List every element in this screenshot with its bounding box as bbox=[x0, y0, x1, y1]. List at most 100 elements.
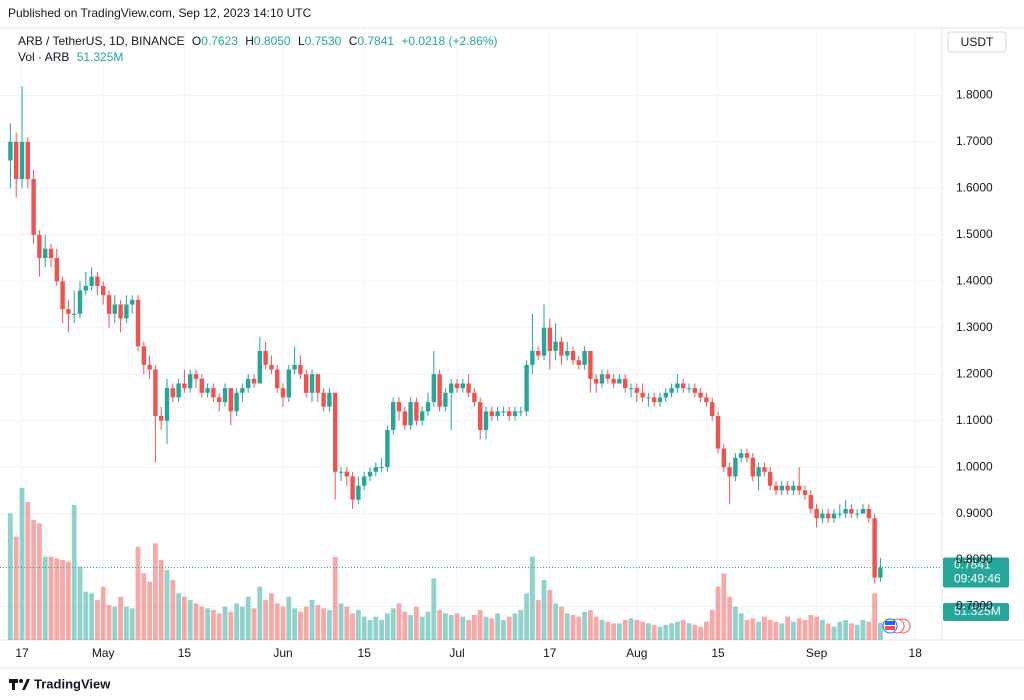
candle-body bbox=[14, 141, 19, 180]
volume-bar bbox=[60, 560, 65, 640]
o-value: 0.7623 bbox=[201, 34, 238, 48]
grid bbox=[0, 28, 942, 640]
candle-body bbox=[483, 411, 489, 430]
volume-bar bbox=[704, 621, 709, 640]
volume-label-bg bbox=[943, 603, 1009, 621]
volume-bar bbox=[791, 621, 796, 640]
volume-bar bbox=[106, 605, 112, 640]
volume-bar bbox=[187, 600, 193, 640]
volume-bar bbox=[419, 616, 425, 640]
flag bbox=[885, 626, 895, 630]
volume-bar bbox=[431, 578, 437, 640]
candle-body bbox=[228, 388, 233, 412]
candle-body bbox=[605, 374, 610, 379]
volume-bar bbox=[535, 600, 541, 640]
candle-body bbox=[396, 402, 402, 412]
candle-body bbox=[599, 374, 605, 384]
volume-bar bbox=[332, 556, 338, 640]
candle-body bbox=[779, 485, 784, 491]
candle-body bbox=[37, 234, 42, 259]
volume-bar bbox=[738, 613, 744, 640]
volume-bar bbox=[495, 613, 500, 640]
volume-bar bbox=[263, 600, 268, 640]
candle-body bbox=[89, 276, 94, 286]
candle-body bbox=[263, 350, 268, 365]
candle-body bbox=[663, 392, 668, 398]
candle-body bbox=[437, 374, 442, 407]
volume-bar bbox=[251, 608, 257, 640]
candle-body bbox=[507, 411, 512, 417]
candle-body bbox=[72, 313, 77, 315]
currency[interactable]: USDT bbox=[961, 35, 994, 49]
volume-bar bbox=[767, 620, 773, 640]
volume-bar bbox=[680, 620, 686, 640]
candle-body bbox=[454, 383, 460, 389]
candle-body bbox=[710, 402, 715, 417]
volume-layer bbox=[8, 488, 883, 640]
candle-body bbox=[518, 411, 523, 413]
volume-bar bbox=[396, 603, 402, 640]
volume-bar bbox=[570, 615, 576, 640]
h-label: H bbox=[245, 34, 254, 48]
volume-bar bbox=[756, 621, 761, 640]
candle-body bbox=[217, 397, 222, 403]
candle-body bbox=[188, 374, 193, 389]
volume-bar bbox=[448, 615, 454, 640]
volume-bar bbox=[66, 561, 71, 640]
logo-mark bbox=[12, 683, 15, 690]
candle-body bbox=[414, 402, 419, 421]
candle-body bbox=[315, 374, 320, 393]
candle-body bbox=[565, 350, 570, 356]
candle-body bbox=[692, 388, 697, 393]
y-tick-label: 1.8000 bbox=[956, 88, 993, 102]
volume-bar bbox=[599, 620, 605, 640]
y-tick-label: 0.9000 bbox=[956, 506, 993, 520]
candle-body bbox=[385, 429, 390, 468]
volume-bar bbox=[686, 623, 692, 640]
volume-label: 51.325M bbox=[954, 604, 1001, 618]
volume-bar bbox=[77, 566, 83, 640]
candle-body bbox=[193, 374, 199, 379]
candle-body bbox=[118, 304, 123, 319]
candle-body bbox=[541, 327, 547, 356]
volume-bar bbox=[182, 596, 187, 640]
volume-bar bbox=[721, 573, 727, 640]
candle-body bbox=[449, 383, 454, 393]
volume-bar bbox=[524, 593, 529, 640]
candle-body bbox=[275, 369, 280, 389]
volume-bar bbox=[124, 606, 129, 640]
h-value: 0.8050 bbox=[254, 34, 291, 48]
flag bbox=[885, 621, 895, 625]
candle-body bbox=[466, 383, 471, 393]
volume-bar bbox=[280, 606, 286, 640]
candle-body bbox=[48, 248, 54, 259]
candle-body bbox=[101, 285, 106, 296]
volume-bar bbox=[141, 573, 147, 640]
y-tick-label: 1.2000 bbox=[956, 366, 993, 380]
volume-bar bbox=[849, 623, 854, 640]
candle-body bbox=[715, 416, 721, 449]
volume-bar bbox=[216, 613, 222, 640]
candle-body bbox=[251, 378, 257, 384]
candle-body bbox=[501, 411, 506, 413]
volume-bar bbox=[843, 620, 848, 640]
candle-body bbox=[791, 485, 796, 491]
volume-bar bbox=[785, 616, 790, 640]
candle-body bbox=[60, 281, 65, 310]
candle-body bbox=[489, 411, 494, 417]
candle-body bbox=[135, 299, 141, 347]
currency-button[interactable] bbox=[947, 31, 1007, 53]
volume-bar bbox=[222, 606, 228, 640]
volume-bar bbox=[385, 613, 390, 640]
candle-body bbox=[860, 508, 866, 514]
x-tick-label: 15 bbox=[711, 646, 725, 660]
volume-bar bbox=[83, 591, 89, 640]
volume-bar bbox=[698, 626, 703, 640]
volume-bar bbox=[657, 626, 663, 640]
volume-bar bbox=[860, 620, 866, 640]
candle-body bbox=[570, 350, 576, 361]
volume-bar bbox=[54, 558, 60, 640]
candle-body bbox=[872, 518, 877, 578]
candle-body bbox=[269, 364, 274, 370]
candle-body bbox=[77, 290, 83, 314]
